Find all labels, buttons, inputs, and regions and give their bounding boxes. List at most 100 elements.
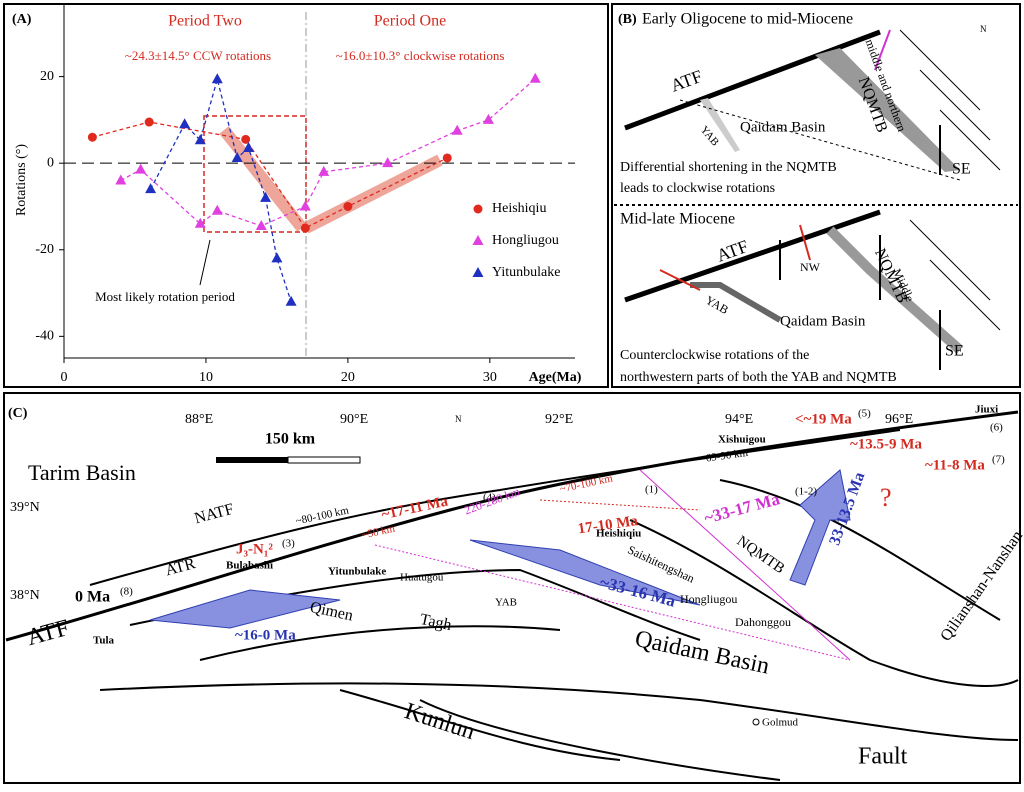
data-point [231,151,243,162]
panel-label: (B) [618,12,637,27]
label: Tarim Basin [28,460,136,485]
ref: (3) [282,538,295,550]
trend-arrow [219,126,307,232]
label: YAB [698,124,721,149]
age: ~11-8 Ma [925,457,985,473]
label: Tagh [418,611,453,634]
age: J₃-N₁² [236,541,273,557]
data-point [300,223,310,233]
data-point [382,157,394,168]
data-point [115,174,127,185]
x-axis-label: Age(Ma) [529,370,582,385]
rotation: ~16-0 Ma [235,627,296,643]
data-point [299,200,311,211]
label: Qaidam Basin [780,313,866,329]
label: Qilianshan-Nanshan [937,528,1024,645]
data-point [194,217,206,228]
data-point [243,142,255,153]
site: Yitunbulake [328,566,386,578]
age: ~13.5-9 Ma [850,436,922,452]
annotation: ~16.0±10.3° clockwise rotations [336,48,505,63]
label: SE [952,161,971,178]
frames [3,3,1021,784]
annotation: ~24.3±14.5° CCW rotations [125,48,271,63]
ref: (7) [992,454,1005,466]
title: Mid-late Miocene [620,211,735,228]
data-point [472,235,484,245]
y-tick-label: 0 [47,155,54,170]
site: Bulabashi [226,560,273,572]
data-point [179,118,191,129]
age: <~19 Ma [795,411,852,427]
label: Qaidam Basin [633,626,772,680]
site: Tula [93,635,115,647]
data-point [255,219,267,230]
label: ATF [668,66,705,96]
lon: 90°E [340,412,368,427]
legend-label: Hongliugou [492,233,559,248]
site: Dahonggou [735,615,791,629]
data-point [87,132,97,142]
data-point [135,163,147,174]
data-point [241,134,251,144]
ref: (4) [483,492,496,504]
y-axis-label: Rotations (°) [14,144,29,216]
site: Hongliugou [680,592,737,606]
site: Huatugou [400,572,444,584]
annotation: Most likely rotation period [95,289,235,304]
x-tick-label: 0 [61,370,68,385]
label: Fault [858,744,908,770]
annotation: Period Two [168,13,242,30]
distance: 220-280 km [462,484,522,517]
data-point [472,267,484,277]
data-point [194,134,206,145]
site: YAB [495,597,517,609]
x-tick-label: 20 [341,370,355,385]
panel-b-text: (B) Early Oligocene to mid-Miocene ATF Y… [618,11,987,386]
data-point [473,204,483,214]
label: Kunlun [401,698,478,745]
lat: 38°N [10,588,40,603]
site: Jiuxi [975,404,998,416]
data-point [343,201,353,211]
label: ATF [24,615,72,651]
caption: northwestern parts of both the YAB and N… [620,370,897,385]
caption: Counterclockwise rotations of the [620,348,809,363]
series-line [120,78,536,227]
distance: ~69-90 km [699,447,749,466]
y-tick-label: -20 [35,242,54,257]
lon: 92°E [545,412,573,427]
scale-label: 150 km [265,431,316,448]
series-line [92,121,448,229]
title: Early Oligocene to mid-Miocene [642,11,853,28]
data-point [144,117,154,127]
ref: (1) [645,484,658,496]
data-point [260,191,272,202]
data-point [285,295,297,306]
legend-label: Yitunbulake [492,265,560,280]
data-point [211,204,223,215]
data-point [211,73,223,84]
label: NQMTB [734,533,788,577]
distance: ~50 km [361,523,397,542]
label: NW [800,260,821,274]
panel-label: (A) [12,12,32,27]
lon: 88°E [185,412,213,427]
site: Heishiqiu [596,528,641,540]
ref: (8) [120,586,133,598]
label: ATF [714,236,751,266]
label: YAB [703,293,731,317]
x-tick-label: 10 [199,370,213,385]
question: ? [880,483,892,512]
age: 0 Ma [75,589,110,606]
data-point [451,124,463,135]
city-marker [752,718,760,726]
y-tick-label: -40 [35,329,54,344]
ref: (1-2) [795,486,817,498]
label: SE [945,343,964,360]
lat: 39°N [10,500,40,515]
data-point [318,165,330,176]
data-point [145,183,157,194]
